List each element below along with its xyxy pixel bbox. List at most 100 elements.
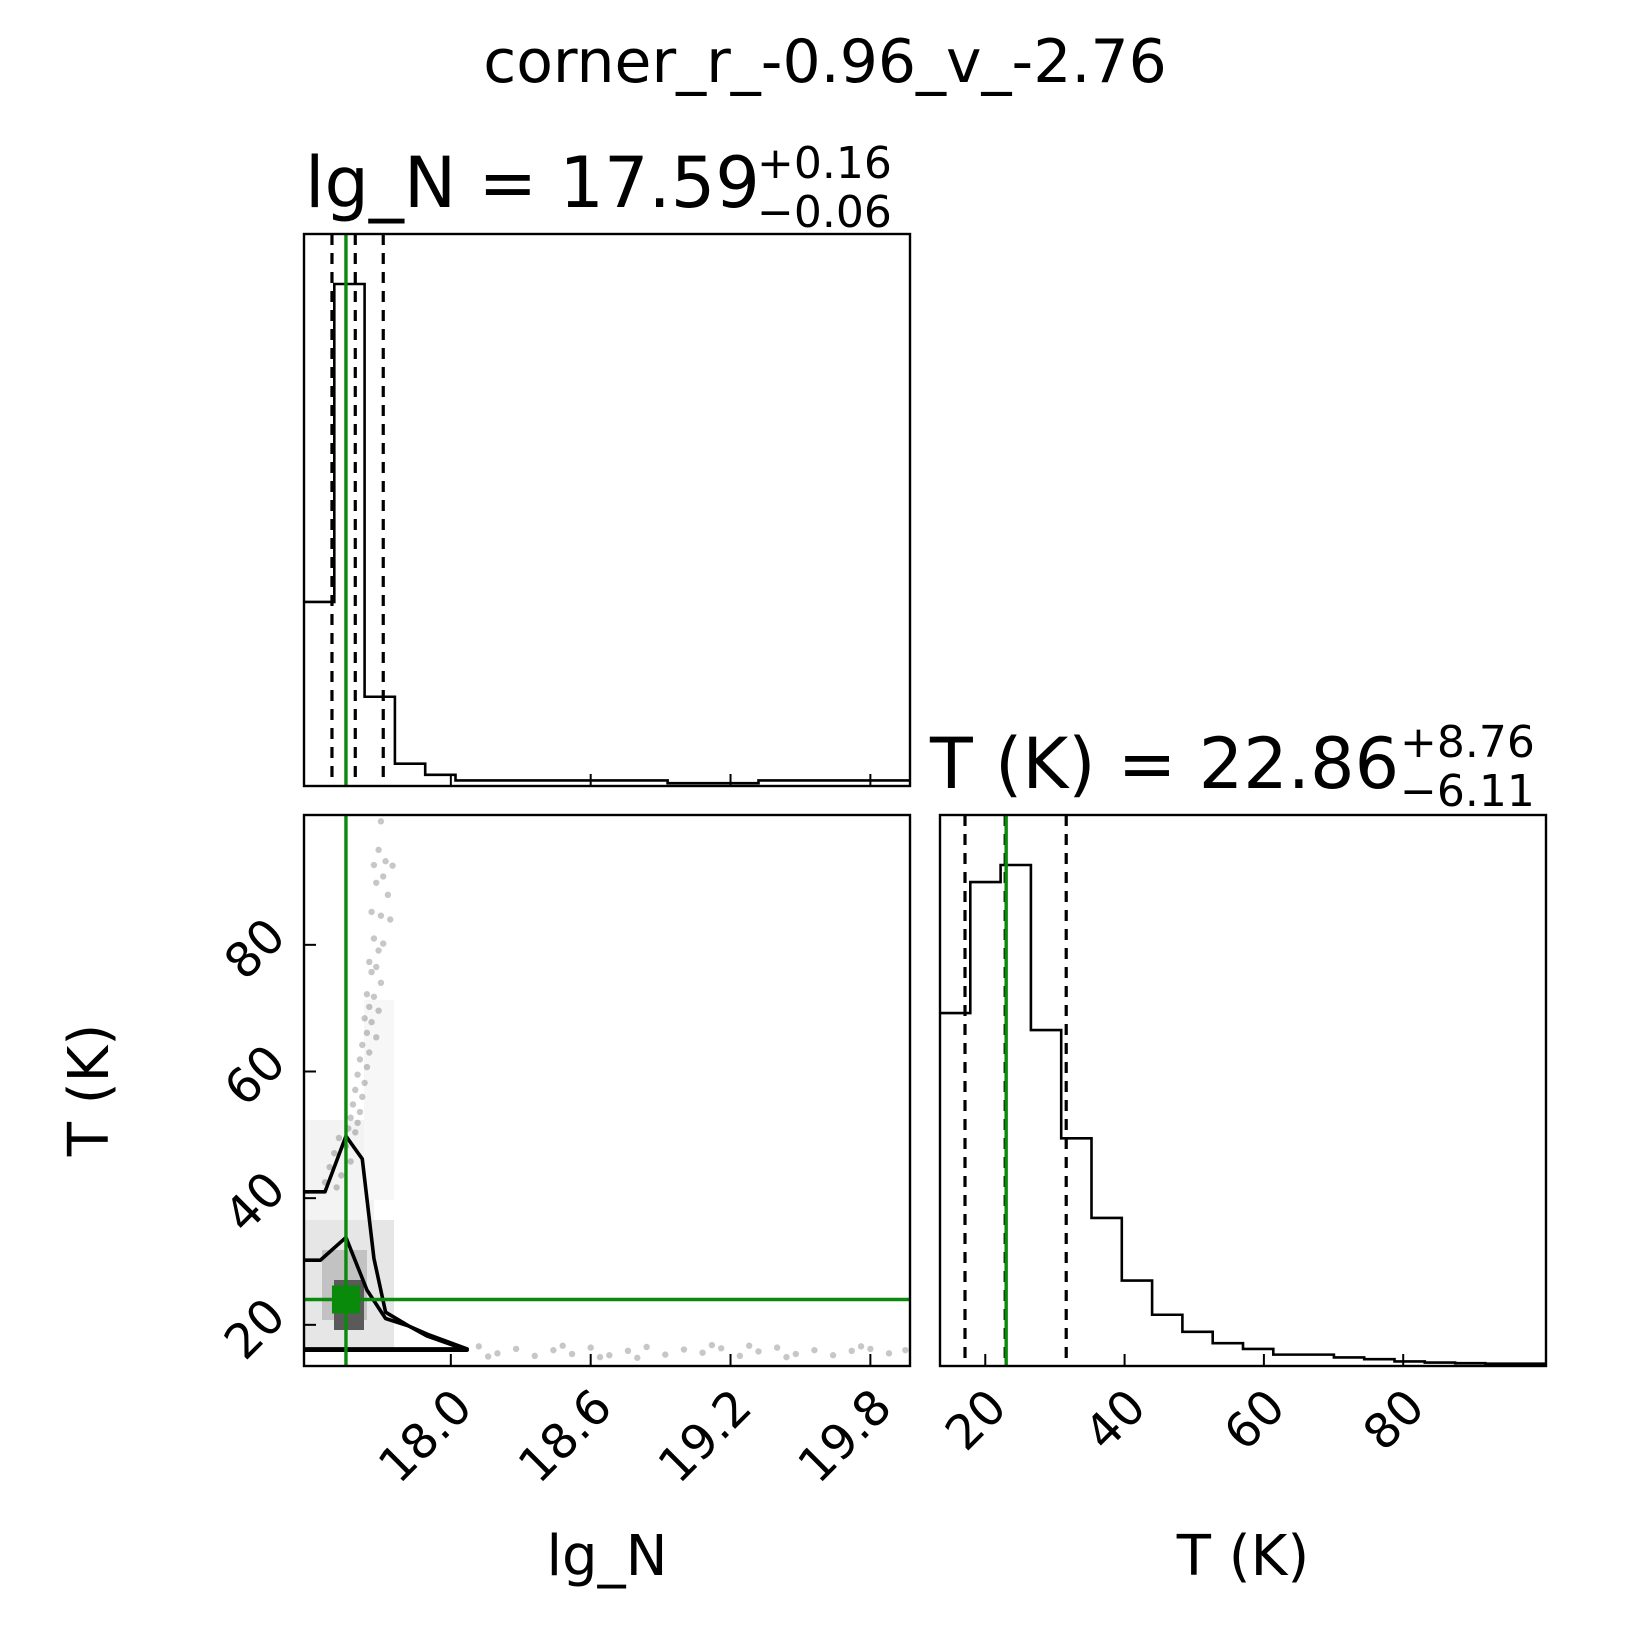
posterior-sample-point [354,1119,361,1127]
posterior-sample-point [736,1352,744,1360]
posterior-sample-point [699,1349,706,1356]
posterior-sample-point [773,1344,781,1351]
posterior-sample-point [361,1079,368,1087]
x-tick-label: 40 [1074,1379,1157,1462]
posterior-sample-point [382,858,389,865]
posterior-sample-point [550,1346,557,1354]
posterior-sample-point [745,1342,753,1349]
x-tick-label: 19.8 [787,1379,902,1494]
joint-y-tick-labels: 20 40 60 80 [214,908,297,1371]
t-histogram-title: T (K) = 22.86 +8.76 −6.11 [929,717,1535,817]
t-x-tick-labels: 20 40 60 80 [935,1379,1436,1462]
x-tick-label: 80 [1353,1379,1436,1462]
posterior-sample-point [634,1354,641,1361]
posterior-sample-point [331,1150,338,1157]
posterior-sample-point [352,1129,359,1136]
x-axis-label-t: T (K) [1176,1524,1309,1589]
posterior-sample-point [363,991,371,998]
posterior-sample-point [377,979,385,987]
t-histogram-frame [938,813,1548,1368]
y-tick-label: 40 [214,1161,297,1244]
posterior-sample-point [829,1352,837,1359]
posterior-sample-point [375,947,382,954]
posterior-samples [321,818,909,1361]
posterior-sample-point [606,1352,613,1359]
contour-outer [304,1134,469,1352]
posterior-sample-point [568,1350,576,1358]
posterior-sample-point [384,891,392,898]
posterior-sample-point [333,1184,340,1191]
x-tick-label: 18.0 [368,1379,483,1494]
posterior-sample-point [662,1351,669,1358]
y-tick-label: 20 [214,1288,297,1371]
posterior-sample-point [380,873,387,880]
posterior-sample-point [559,1342,566,1349]
figure-title: corner_r_-0.96_v_-2.76 [483,27,1167,97]
posterior-sample-point [902,1346,909,1354]
posterior-sample-point [494,1350,501,1357]
posterior-sample-point [377,818,385,825]
t-title-param: T (K) [929,723,1096,805]
posterior-sample-point [857,1343,865,1350]
posterior-sample-point [368,1018,375,1026]
posterior-sample-point [366,1049,373,1056]
posterior-sample-point [643,1343,650,1351]
lgn-title-equals: = [456,142,559,224]
lgn-quantile-lines [330,234,385,786]
t-histogram-ticks [984,1354,1405,1366]
posterior-sample-point [370,993,378,1000]
x-tick-label: 19.2 [648,1379,763,1494]
posterior-sample-point [326,1163,333,1171]
joint-contours [304,1134,469,1352]
posterior-sample-point [370,935,378,942]
posterior-sample-point [375,846,382,854]
t-histogram-steps [940,863,1546,1366]
posterior-sample-point [867,1345,874,1353]
x-tick-label: 18.6 [508,1379,623,1494]
posterior-sample-point [347,1114,354,1121]
posterior-sample-point [596,1353,604,1361]
posterior-sample-point [373,879,380,886]
lgn-histogram-frame [302,232,912,788]
t-title-minus: −6.11 [1400,766,1535,817]
posterior-sample-point [373,963,380,971]
posterior-sample-point [387,916,394,923]
posterior-sample-point [363,1029,371,1037]
posterior-sample-point [848,1347,855,1355]
posterior-sample-point [349,1101,357,1108]
lgn-histogram-steps [304,282,910,785]
density-cell [364,1000,394,1200]
lgn-histogram-panel [302,232,912,788]
posterior-sample-point [708,1341,716,1349]
lgn-title-minus: −0.06 [757,187,892,238]
posterior-sample-point [484,1353,492,1360]
joint-frame [302,813,912,1368]
posterior-sample-point [363,1063,371,1071]
posterior-sample-point [335,1134,343,1142]
x-tick-label: 60 [1213,1379,1296,1462]
t-title-plus: +8.76 [1400,717,1535,768]
posterior-sample-point [531,1352,538,1360]
lgn-histogram-title: lg_N = 17.59 +0.16 −0.06 [305,138,892,238]
posterior-sample-point [389,862,396,869]
t-title-main: T (K) = 22.86 [929,723,1399,805]
posterior-sample-point [370,861,378,869]
posterior-sample-point [624,1347,632,1355]
posterior-sample-point [347,1158,354,1165]
posterior-sample-point [356,1056,364,1063]
posterior-sample-point [792,1350,799,1358]
y-tick-label: 60 [214,1034,297,1117]
lgn-title-param: lg_N [305,142,456,224]
posterior-sample-point [356,1108,364,1116]
joint-ticks [304,943,872,1366]
posterior-sample-point [512,1345,520,1353]
t-title-equals: = [1096,723,1199,805]
posterior-sample-point [368,968,375,976]
posterior-sample-point [377,912,385,919]
posterior-sample-point [366,958,373,966]
t-histogram-panel: 20 40 60 80 [935,813,1548,1462]
posterior-sample-point [587,1344,594,1351]
posterior-sample-point [366,1003,373,1011]
posterior-sample-point [361,1015,368,1022]
